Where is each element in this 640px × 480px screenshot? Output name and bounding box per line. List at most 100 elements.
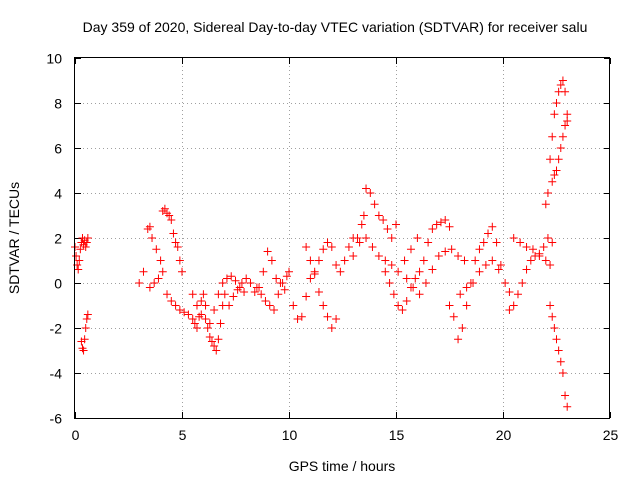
data-point <box>74 265 83 274</box>
data-point <box>479 238 488 247</box>
data-point <box>306 274 315 283</box>
data-point <box>492 238 501 247</box>
data-point <box>171 238 180 247</box>
data-point <box>548 238 557 247</box>
data-point <box>362 184 371 193</box>
data-point <box>394 267 403 276</box>
data-point <box>411 274 420 283</box>
data-point <box>171 301 180 310</box>
data-point <box>83 234 92 242</box>
data-point <box>475 267 484 276</box>
data-point <box>374 211 383 220</box>
data-point <box>409 283 418 292</box>
data-point <box>310 270 319 278</box>
data-point <box>79 346 88 355</box>
data-point <box>82 238 91 247</box>
data-point <box>558 369 567 377</box>
data-point <box>210 342 219 350</box>
data-point <box>402 297 411 305</box>
data-point <box>265 301 274 310</box>
data-point <box>434 252 443 260</box>
data-point <box>552 335 561 344</box>
y-tick-labels: -6 -4 -2 0 2 4 6 8 10 <box>46 51 62 427</box>
data-point <box>402 274 411 283</box>
data-points <box>71 76 572 411</box>
data-point <box>428 225 437 233</box>
data-point <box>381 256 390 265</box>
data-point <box>192 324 201 332</box>
data-point <box>214 290 223 299</box>
data-point <box>237 279 246 287</box>
data-point <box>250 288 259 296</box>
data-point <box>212 346 221 355</box>
data-point <box>406 245 415 254</box>
data-point <box>214 335 223 344</box>
chart-title: Day 359 of 2020, Sidereal Day-to-day VTE… <box>83 19 588 35</box>
x-tick-labels: 0 5 10 15 20 25 <box>72 427 619 443</box>
data-point <box>222 274 231 283</box>
data-point <box>175 306 184 314</box>
data-point <box>374 252 383 260</box>
data-point <box>270 306 279 314</box>
data-point <box>180 308 189 317</box>
data-point <box>197 297 206 305</box>
data-point <box>445 222 454 231</box>
x-tick-label: 10 <box>282 427 298 443</box>
data-point <box>561 121 570 130</box>
data-point <box>297 312 306 321</box>
data-point <box>488 222 497 231</box>
data-point <box>289 301 298 310</box>
data-point <box>167 297 176 305</box>
data-point <box>156 256 165 265</box>
data-point <box>152 245 161 254</box>
data-point <box>462 301 471 310</box>
data-point <box>332 315 341 323</box>
y-tick-label: 10 <box>46 51 62 67</box>
data-point <box>207 337 216 346</box>
data-point <box>173 243 182 251</box>
y-tick-label: -2 <box>50 321 63 337</box>
data-point <box>145 222 154 231</box>
data-point <box>552 99 561 107</box>
data-point <box>543 234 552 242</box>
data-point <box>81 324 90 332</box>
data-point <box>513 290 522 299</box>
data-point <box>387 261 396 269</box>
data-point <box>548 132 557 141</box>
data-point <box>319 301 328 310</box>
data-point <box>541 256 550 265</box>
data-point <box>469 279 478 287</box>
data-point <box>428 265 437 274</box>
data-point <box>454 335 463 344</box>
data-point <box>216 319 225 328</box>
data-point <box>518 279 527 287</box>
data-point <box>344 243 353 251</box>
data-point <box>539 243 548 251</box>
data-point <box>481 261 490 269</box>
data-point <box>436 218 445 227</box>
data-point <box>197 310 206 319</box>
data-point <box>150 279 159 287</box>
y-tick-label: -6 <box>50 411 63 427</box>
data-point <box>267 256 276 265</box>
data-point <box>556 81 565 89</box>
data-point <box>548 312 557 321</box>
data-point <box>139 267 148 276</box>
data-point <box>558 132 567 141</box>
y-tick-label: 6 <box>54 141 62 157</box>
data-point <box>261 297 270 305</box>
data-point <box>229 292 238 301</box>
data-point <box>175 256 184 265</box>
data-point <box>231 276 240 285</box>
data-point <box>302 292 311 301</box>
data-point <box>158 267 167 276</box>
data-point <box>385 279 394 287</box>
data-point <box>83 310 92 319</box>
data-point <box>327 243 336 251</box>
data-point <box>75 256 84 265</box>
data-point <box>389 290 398 299</box>
data-point <box>178 267 186 276</box>
data-point <box>192 301 201 310</box>
data-point <box>462 283 471 292</box>
